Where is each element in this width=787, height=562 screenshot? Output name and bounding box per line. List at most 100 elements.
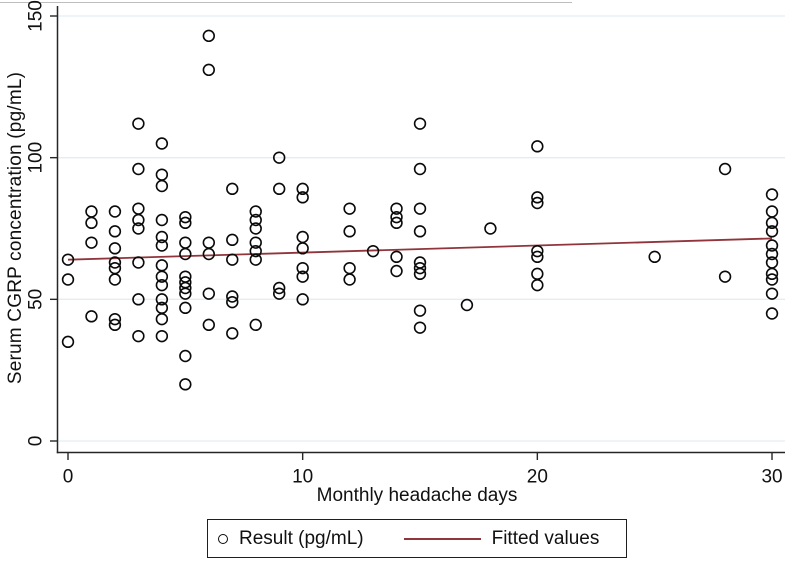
- scatter-point: [765, 239, 779, 252]
- scatter-point: [765, 225, 779, 238]
- scatter-point: [413, 261, 427, 275]
- scatter-point: [249, 213, 262, 227]
- scatter-point: [132, 162, 145, 176]
- scatter-point: [343, 202, 356, 215]
- scatter-point: [765, 307, 779, 320]
- scatter-point: [108, 205, 122, 218]
- scatter-point: [155, 293, 169, 306]
- legend-line-marker-icon: [403, 537, 481, 540]
- scatter-point: [249, 222, 262, 235]
- scatter-point: [390, 202, 403, 215]
- scatter-point: [155, 259, 169, 272]
- scatter-point: [108, 312, 122, 326]
- scatter-point: [226, 327, 239, 340]
- scatter-point: [179, 301, 192, 315]
- scatter-point: [202, 63, 216, 77]
- scatter-point: [413, 304, 427, 317]
- scatter-point: [179, 378, 192, 391]
- scatter-point: [132, 202, 145, 215]
- scatter-point: [202, 318, 216, 332]
- x-tick-label-30: 30: [761, 467, 782, 488]
- scatter-point: [132, 213, 145, 227]
- scatter-point: [484, 222, 497, 235]
- scatter-point: [390, 210, 403, 224]
- scatter-point: [61, 253, 75, 266]
- scatter-point: [155, 179, 169, 193]
- scatter-point: [179, 247, 192, 261]
- x-tick-label-10: 10: [292, 467, 313, 488]
- scatter-point: [273, 151, 286, 164]
- scatter-point: [226, 233, 239, 247]
- scatter-point: [413, 202, 427, 215]
- scatter-point: [765, 216, 779, 230]
- scatter-point: [155, 329, 169, 343]
- legend-fitted-label: Fitted values: [491, 527, 600, 549]
- y-tick-label-100: 100: [26, 142, 47, 174]
- scatter-point: [132, 329, 145, 343]
- scatter-point: [202, 236, 216, 249]
- scatter-point: [531, 267, 544, 281]
- scatter-point: [226, 182, 239, 196]
- scatter-point: [390, 250, 403, 264]
- scatter-point: [179, 216, 192, 230]
- scatter-point: [61, 273, 75, 286]
- scatter-point: [85, 310, 98, 323]
- scatter-point: [249, 244, 262, 258]
- scatter-point: [413, 321, 427, 334]
- scatter-point: [249, 318, 262, 332]
- scatter-point: [179, 349, 192, 363]
- scatter-point: [249, 253, 262, 266]
- legend-circle-marker-icon: [218, 533, 228, 544]
- fitted-line: [67, 237, 773, 261]
- scatter-point: [765, 287, 779, 300]
- scatter-point: [765, 188, 779, 201]
- scatter-point: [226, 295, 239, 309]
- scatter-point: [226, 290, 239, 303]
- scatter-point: [155, 230, 169, 244]
- scatter-point: [765, 267, 779, 281]
- scatter-point: [366, 244, 380, 258]
- scatter-point: [296, 270, 309, 283]
- scatter-point: [296, 242, 309, 255]
- scatter-point: [85, 236, 98, 249]
- scatter-point: [531, 196, 544, 210]
- x-axis-title: Monthly headache days: [316, 485, 518, 506]
- scatter-point: [531, 244, 544, 258]
- x-tick-label-20: 20: [527, 467, 548, 488]
- scatter-point: [531, 250, 544, 264]
- scatter-point: [413, 225, 427, 238]
- y-tick-label-0: 0: [26, 436, 47, 447]
- scatter-point: [155, 239, 169, 252]
- x-tick-label-0: 0: [63, 467, 74, 488]
- y-tick-label-150: 150: [26, 0, 47, 32]
- scatter-point: [108, 273, 122, 286]
- scatter-point: [343, 261, 356, 275]
- scatter-point: [718, 270, 732, 283]
- scatter-point: [296, 230, 309, 244]
- scatter-point: [179, 236, 192, 249]
- scatter-point: [85, 216, 98, 230]
- legend-result-label: Result (pg/mL): [239, 527, 364, 549]
- scatter-point: [155, 270, 169, 283]
- scatter-point: [132, 117, 145, 130]
- scatter-point: [765, 273, 779, 286]
- scatter-point: [108, 256, 122, 269]
- scatter-point: [296, 191, 309, 204]
- scatter-point: [108, 318, 122, 332]
- scatter-point: [249, 236, 262, 249]
- scatter-point: [155, 278, 169, 292]
- scatter-point: [531, 140, 544, 153]
- scatter-point: [226, 253, 239, 266]
- scatter-point: [132, 256, 145, 269]
- scatter-point: [413, 117, 427, 130]
- scatter-point: [343, 225, 356, 238]
- scatter-point: [273, 281, 286, 295]
- scatter-point: [155, 137, 169, 150]
- scatter-point: [249, 205, 262, 218]
- scatter-point: [132, 293, 145, 306]
- scatter-point: [390, 216, 403, 230]
- scatter-point: [108, 225, 122, 238]
- scatter-point: [202, 247, 216, 261]
- scatter-point: [343, 273, 356, 286]
